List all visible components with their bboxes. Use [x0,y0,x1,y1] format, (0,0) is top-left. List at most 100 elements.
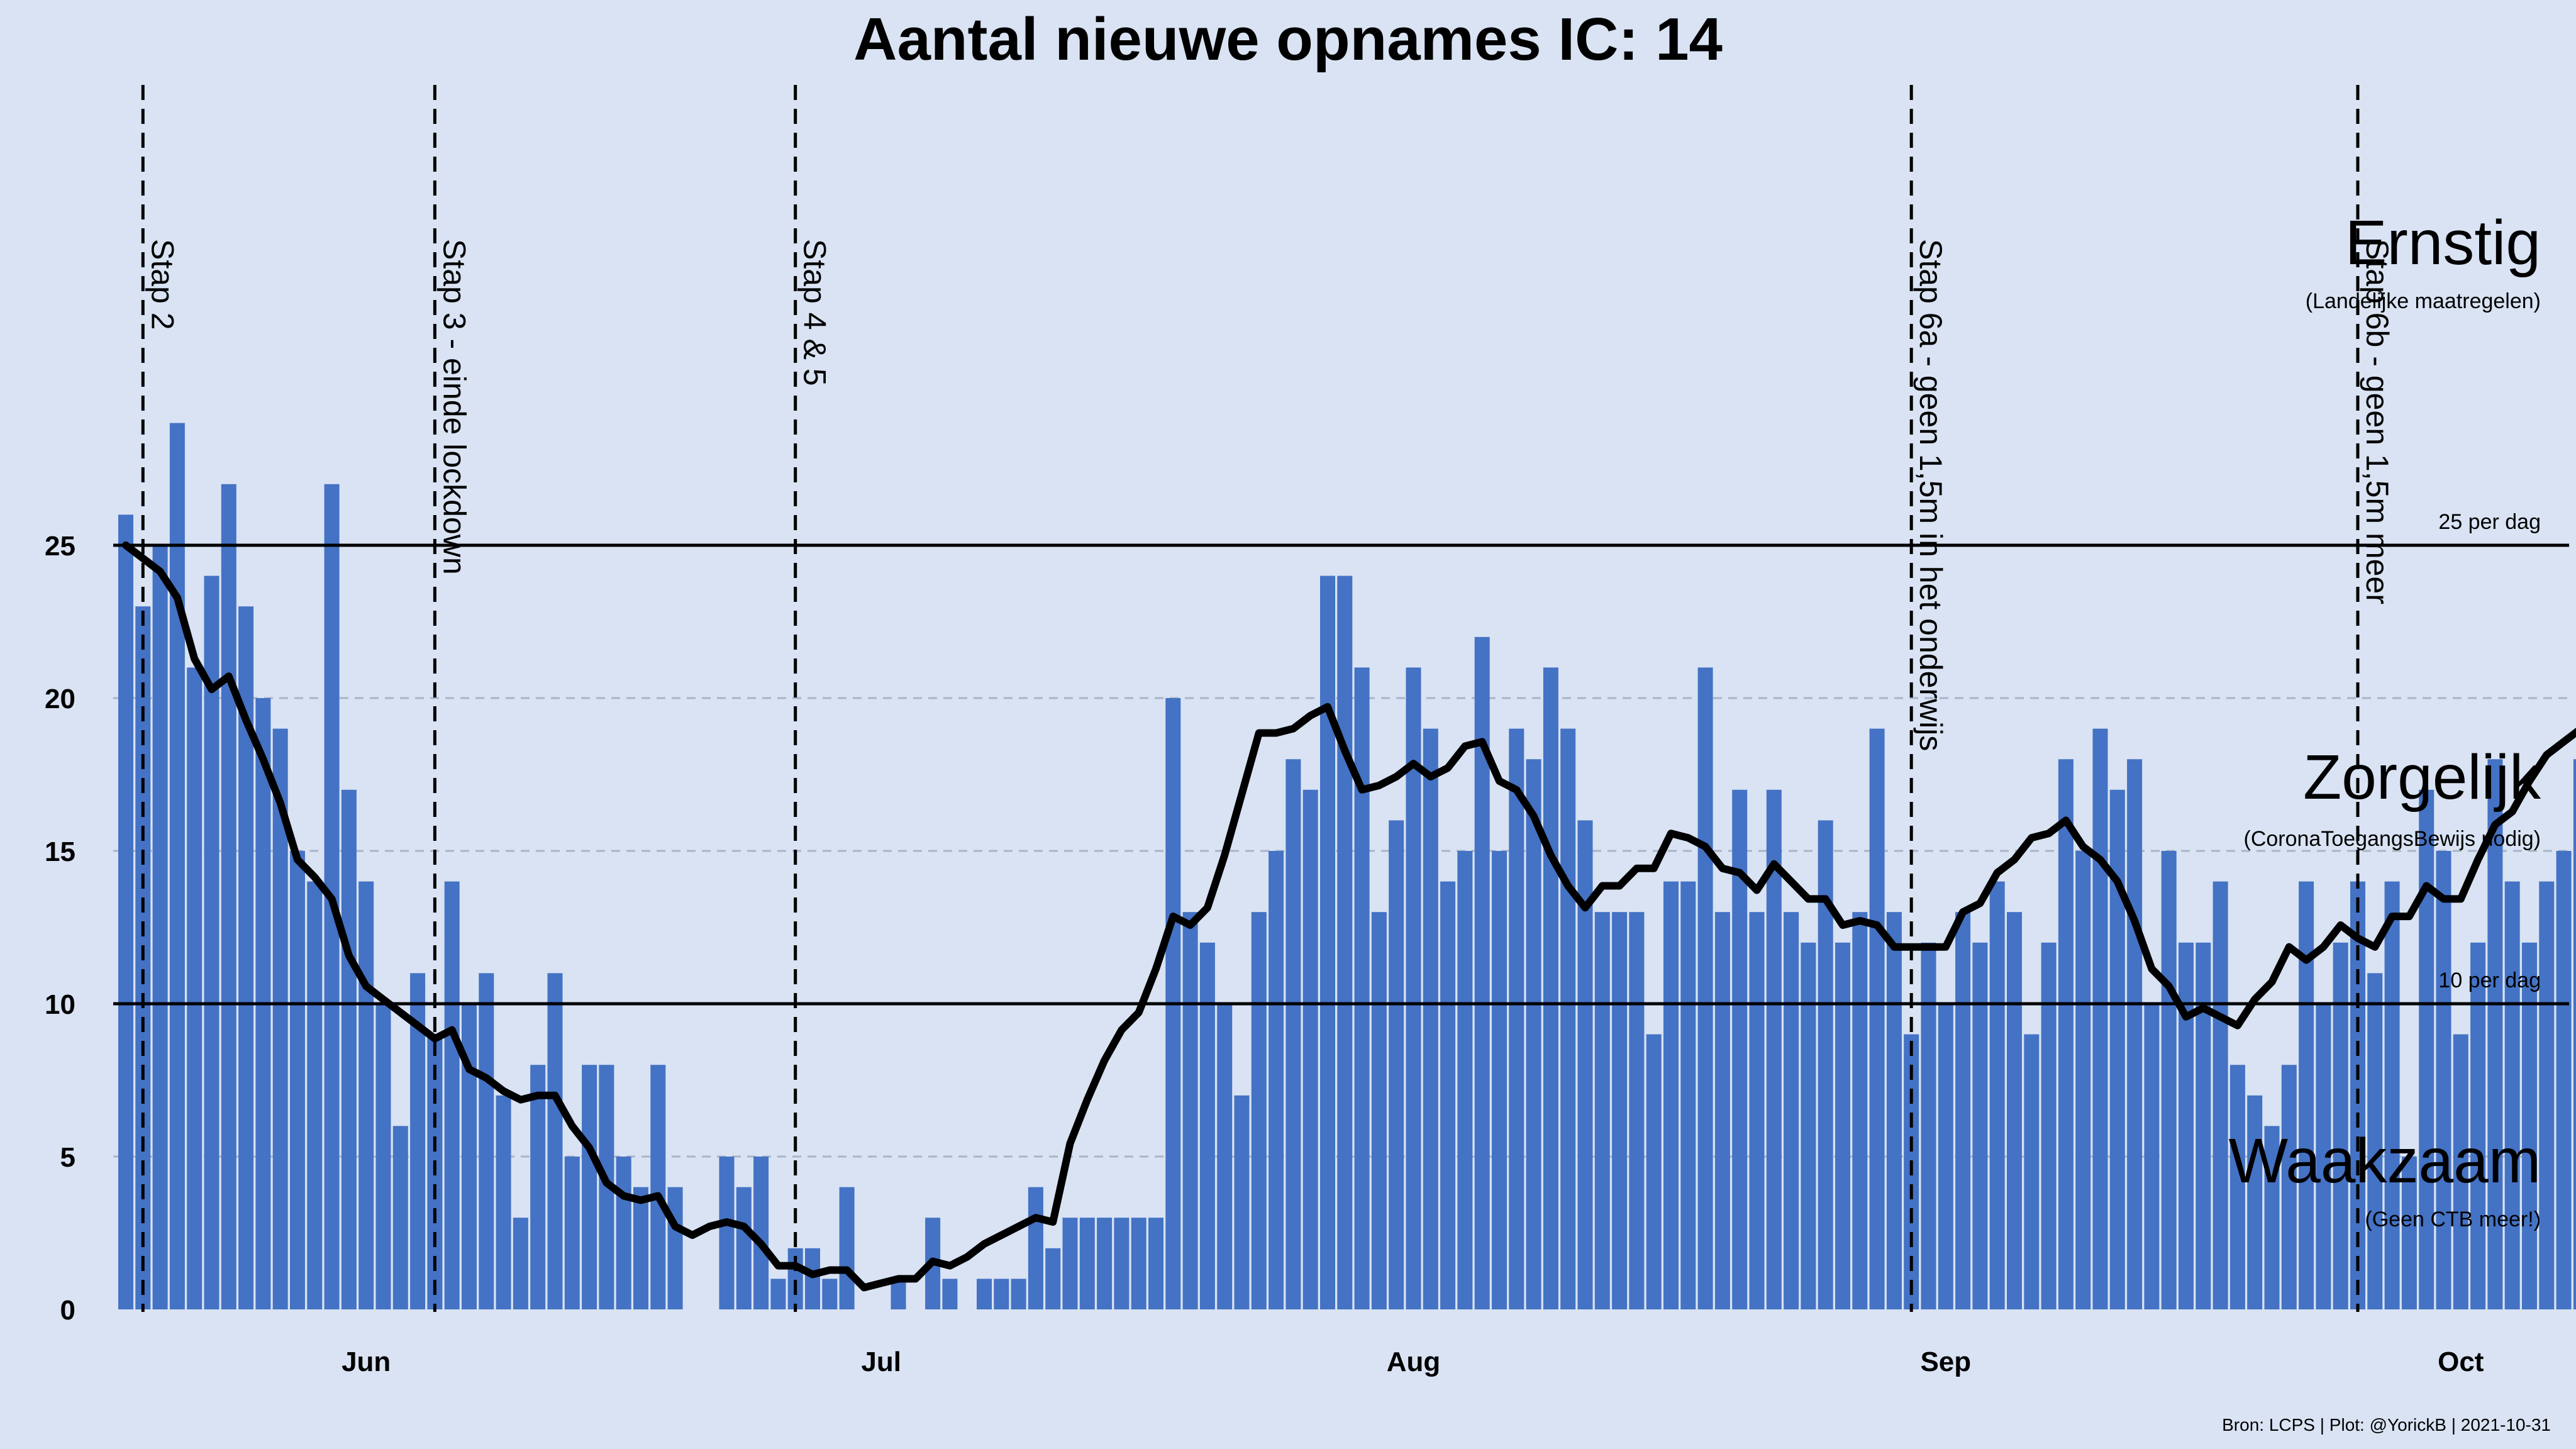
bar-2021-09-21 [2281,1065,2297,1309]
bar-2021-07-21 [1217,1004,1233,1309]
bar-2021-09-09 [2075,851,2091,1309]
zone-note-ernstig: (Landelijke maatregelen) [2306,289,2541,313]
bar-2021-08-25 [1818,820,1833,1309]
bar-2021-06-13 [564,1157,580,1309]
bar-2021-06-11 [530,1065,546,1309]
y-tick-15: 15 [45,836,75,867]
bar-2021-10-06 [2539,881,2555,1309]
y-tick-20: 20 [45,684,75,714]
bar-2021-07-17 [1148,1218,1163,1309]
bar-2021-08-28 [1869,728,1885,1309]
bar-2021-09-29 [2419,789,2434,1309]
bar-2021-08-11 [1577,820,1593,1309]
bar-2021-08-03 [1440,881,1456,1309]
bar-2021-09-03 [1972,942,1988,1309]
bar-2021-07-27 [1320,575,1335,1309]
y-tick-25: 25 [45,531,75,562]
x-tick-Oct: Oct [2438,1346,2484,1377]
zone-note-waakzaam: (Geen CTB meer!) [2365,1208,2541,1231]
bar-2021-10-01 [2453,1034,2468,1309]
bar-2021-05-23 [204,575,219,1309]
bar-2021-10-07 [2556,851,2572,1309]
bar-2021-07-30 [1371,912,1387,1309]
bar-2021-07-09 [1011,1279,1026,1309]
bar-2021-08-24 [1801,942,1816,1309]
bar-2021-05-29 [307,881,323,1309]
bar-2021-06-08 [479,973,494,1309]
chart-title: Aantal nieuwe opnames IC: 14 [853,6,1723,73]
bar-2021-08-06 [1492,851,1507,1309]
bar-2021-09-13 [2144,1004,2160,1309]
bar-2021-06-29 [839,1187,855,1309]
bar-layer [118,423,2576,1310]
bar-2021-06-01 [358,881,374,1309]
x-axis-ticks: JunJulAugSepOctNovDec [341,1346,2484,1377]
bar-2021-08-05 [1474,636,1490,1309]
x-tick-Aug: Aug [1387,1346,1441,1377]
bar-2021-07-13 [1079,1218,1095,1309]
bar-2021-08-08 [1526,759,1541,1309]
line-layer [122,541,2576,1292]
bar-2021-06-25 [770,1279,786,1309]
reference-label-25: 25 per dag [2438,510,2541,534]
bar-2021-06-28 [822,1279,838,1309]
bar-2021-09-26 [2367,973,2383,1309]
bar-2021-06-10 [513,1218,528,1309]
bar-2021-07-12 [1062,1218,1078,1309]
bar-2021-09-22 [2299,881,2314,1309]
bar-2021-07-22 [1234,1095,1250,1309]
bar-2021-09-27 [2384,881,2400,1309]
bar-2021-08-07 [1509,728,1524,1309]
bar-2021-06-12 [547,973,563,1309]
bar-2021-07-14 [1097,1218,1113,1309]
bar-2021-09-08 [2058,759,2074,1309]
bar-2021-10-03 [2487,759,2503,1309]
bar-2021-07-15 [1114,1218,1130,1309]
bar-2021-07-16 [1131,1218,1146,1309]
bar-2021-09-14 [2161,851,2177,1309]
reference-label-10: 10 per dag [2438,969,2541,992]
bar-2021-09-12 [2127,759,2143,1309]
bar-2021-09-04 [1989,881,2005,1309]
bar-2021-09-01 [1938,1004,1953,1309]
bar-2021-08-31 [1921,942,1936,1309]
bar-2021-10-08 [2573,759,2576,1309]
bar-2021-06-24 [753,1157,769,1309]
bar-2021-08-04 [1457,851,1473,1309]
bar-2021-09-19 [2247,1095,2263,1309]
event-label-2021-06-05: Stap 3 - einde lockdown [436,239,472,575]
bar-2021-06-06 [444,881,460,1309]
bar-2021-09-20 [2264,1126,2280,1309]
bar-2021-08-01 [1406,667,1421,1309]
bar-2021-08-29 [1886,912,1902,1309]
bar-2021-09-30 [2436,851,2451,1309]
bar-2021-06-03 [392,1126,408,1309]
bar-2021-08-21 [1749,912,1765,1309]
zone-label-waakzaam: Waakzaam [2229,1126,2541,1196]
bar-2021-09-07 [2041,942,2057,1309]
bar-2021-06-27 [805,1248,820,1309]
y-tick-0: 0 [60,1295,75,1326]
bar-2021-08-27 [1852,912,1868,1309]
bar-2021-07-29 [1354,667,1370,1309]
bar-2021-06-14 [582,1065,597,1309]
bar-2021-10-04 [2504,881,2520,1309]
y-tick-5: 5 [60,1142,75,1173]
zone-label-ernstig: Ernstig [2345,208,2541,278]
bar-2021-09-15 [2179,942,2194,1309]
bar-2021-07-20 [1199,942,1215,1309]
bar-2021-05-18 [118,514,133,1309]
zone-note-zorgelijk: (CoronaToegangsBewijs nodig) [2244,827,2541,851]
source-caption: Bron: LCPS | Plot: @YorickB | 2021-10-31 [2222,1415,2551,1435]
event-label-2021-09-25: Stap 6b - geen 1,5m meer [2360,239,2395,604]
event-label-2021-05-19: Stap 2 [145,239,180,330]
bar-2021-05-31 [341,789,357,1309]
bar-2021-07-07 [977,1279,992,1309]
bar-2021-05-21 [169,423,185,1309]
bar-2021-08-26 [1835,942,1850,1309]
x-tick-Jun: Jun [341,1346,391,1377]
bar-2021-07-05 [942,1279,958,1309]
bar-2021-09-11 [2109,789,2125,1309]
bar-2021-08-09 [1543,667,1558,1309]
bar-2021-08-23 [1784,912,1799,1309]
